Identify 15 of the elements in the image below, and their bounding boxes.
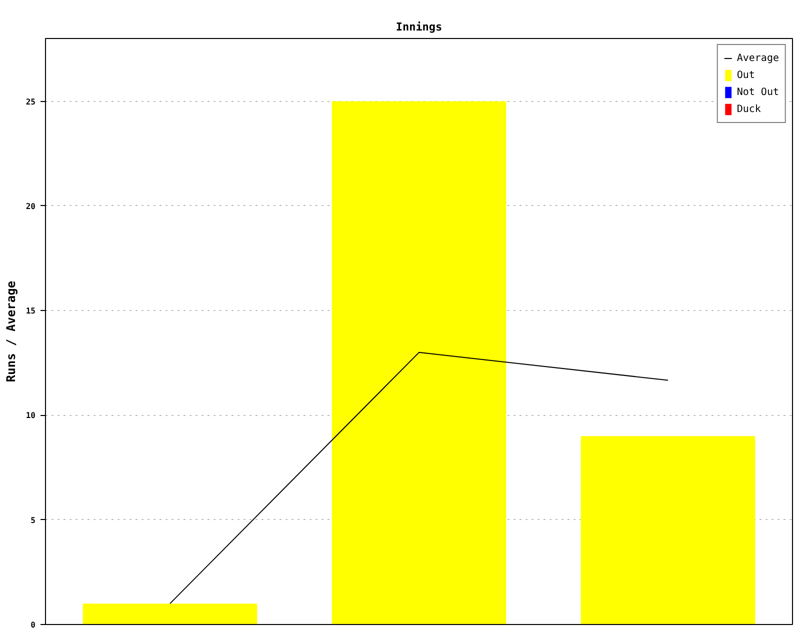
y-tick-label: 0 bbox=[30, 620, 36, 630]
legend-label: Not Out bbox=[736, 86, 779, 99]
bar bbox=[332, 101, 506, 624]
y-tick-label: 15 bbox=[26, 306, 36, 316]
legend-label: Out bbox=[736, 68, 756, 82]
y-axis-title: Runs / Average bbox=[4, 280, 18, 382]
bar bbox=[580, 436, 756, 624]
chart-title: Innings bbox=[396, 20, 442, 34]
y-tick-label: 25 bbox=[26, 97, 36, 106]
legend-label: Average bbox=[736, 52, 779, 65]
y-tick-label: 5 bbox=[30, 516, 36, 525]
legend-label: Duck bbox=[736, 102, 761, 116]
y-tick-label: 10 bbox=[26, 411, 36, 420]
bar bbox=[82, 604, 258, 624]
y-tick-label: 20 bbox=[26, 202, 36, 211]
